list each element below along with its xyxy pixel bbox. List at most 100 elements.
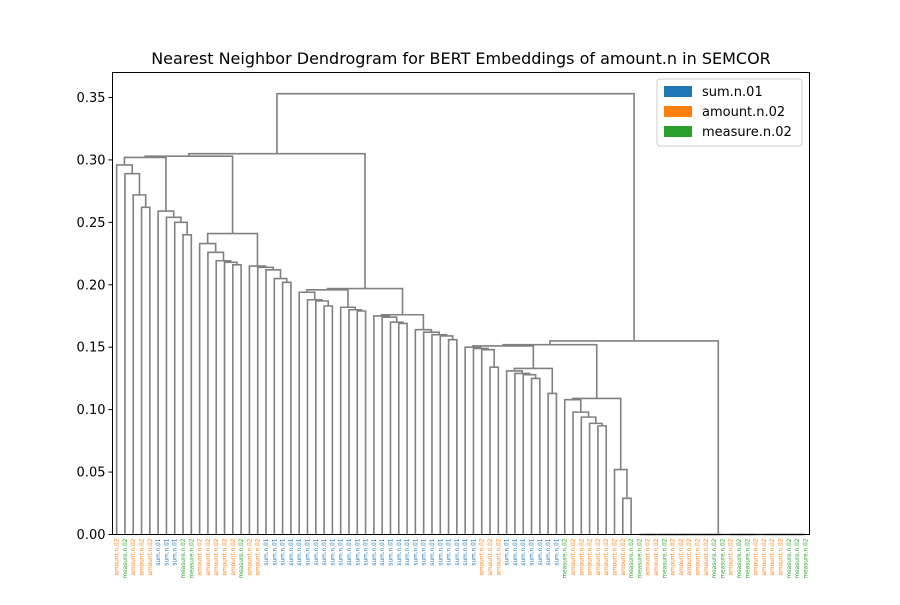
dendrogram-link — [571, 397, 622, 470]
dendrogram-link — [265, 268, 282, 535]
legend-swatch-amount — [664, 106, 692, 117]
dendrogram-link — [165, 216, 182, 535]
leaf-label: amount.n.02 — [480, 538, 486, 575]
leaf-label: amount.n.02 — [496, 538, 502, 575]
dendrogram-link — [563, 398, 582, 535]
leaf-label: amount.n.02 — [671, 538, 677, 575]
y-tick-label: 0.20 — [77, 278, 106, 293]
dendrogram-link — [588, 422, 603, 535]
dendrogram-link — [206, 232, 259, 267]
leaf-label: measure.n.02 — [563, 538, 569, 578]
leaf-label: amount.n.02 — [778, 538, 784, 575]
dendrogram-link — [597, 425, 608, 535]
dendrogram-link — [447, 338, 458, 535]
legend-label-sum: sum.n.01 — [702, 85, 763, 100]
leaf-label: amount.n.02 — [729, 538, 735, 575]
leaf-label: amount.n.02 — [588, 538, 594, 575]
leaf-label: sum.n.01 — [347, 538, 353, 565]
leaf-label: amount.n.02 — [687, 538, 693, 575]
dendrogram-link — [622, 497, 632, 535]
leaf-label: sum.n.01 — [388, 538, 394, 565]
leaf-label: amount.n.02 — [579, 538, 585, 575]
leaf-label: amount.n.02 — [131, 538, 137, 575]
dendrogram-link — [431, 333, 448, 535]
dendrogram-link — [306, 298, 323, 535]
leaf-label: measure.n.02 — [637, 538, 643, 578]
leaf-label: measure.n.02 — [720, 538, 726, 578]
plot-frame — [112, 72, 810, 535]
y-tick-label: 0.15 — [77, 341, 106, 356]
dendrogram-link — [207, 251, 225, 535]
leaf-label: measure.n.02 — [737, 538, 743, 578]
dendrogram-link — [489, 366, 500, 535]
y-tick-label: 0.10 — [77, 403, 106, 418]
leaf-label: amount.n.02 — [148, 538, 154, 575]
dendrogram-link — [414, 328, 433, 535]
chart-title: Nearest Neighbor Dendrogram for BERT Emb… — [151, 49, 771, 68]
leaf-label: sum.n.01 — [264, 538, 270, 565]
leaf-label: amount.n.02 — [140, 538, 146, 575]
leaf-label: amount.n.02 — [646, 538, 652, 575]
dendrogram-link — [356, 310, 367, 535]
leaf-label: measure.n.02 — [181, 538, 187, 578]
leaf-label: sum.n.01 — [447, 538, 453, 565]
dendrogram-link — [422, 331, 441, 535]
dendrogram-link — [464, 346, 482, 535]
leaf-label: sum.n.01 — [538, 538, 544, 565]
leaf-label: amount.n.02 — [704, 538, 710, 575]
leaf-label: measure.n.02 — [712, 538, 718, 578]
dendrogram-link — [480, 348, 495, 535]
leaf-label: sum.n.01 — [546, 538, 552, 565]
legend-swatch-sum — [664, 86, 692, 97]
dendrogram-link — [513, 367, 554, 394]
leaf-label: sum.n.01 — [397, 538, 403, 565]
leaf-label: amount.n.02 — [770, 538, 776, 575]
leaf-label: amount.n.02 — [214, 538, 220, 575]
leaf-label: sum.n.01 — [297, 538, 303, 565]
leaf-labels: amount.n.02 measure.n.02 amount.n.02 amount… — [115, 538, 810, 578]
leaf-label: amount.n.02 — [613, 538, 619, 575]
dendrogram-link — [381, 316, 398, 535]
leaf-label: sum.n.01 — [289, 538, 295, 565]
dendrogram-link — [140, 206, 151, 535]
leaf-label: sum.n.01 — [355, 538, 361, 565]
dendrogram-link — [273, 277, 288, 535]
leaf-label: amount.n.02 — [604, 538, 610, 575]
dendrogram-link — [223, 261, 238, 535]
leaf-label: amount.n.02 — [695, 538, 701, 575]
leaf-label: sum.n.01 — [505, 538, 511, 565]
leaf-label: sum.n.01 — [281, 538, 287, 565]
leaf-label: sum.n.01 — [455, 538, 461, 565]
leaf-label: sum.n.01 — [405, 538, 411, 565]
leaf-label: measure.n.02 — [795, 538, 801, 578]
leaf-label: amount.n.02 — [762, 538, 768, 575]
legend-label-amount: amount.n.02 — [702, 105, 785, 120]
dendrogram-link — [215, 259, 232, 535]
leaf-label: sum.n.01 — [173, 538, 179, 565]
leaf-label: amount.n.02 — [621, 538, 627, 575]
dendrogram-link — [173, 221, 188, 535]
leaf-label: measure.n.02 — [629, 538, 635, 578]
dendrogram-links — [115, 92, 806, 536]
legend-swatch-measure — [664, 126, 692, 137]
leaf-label: sum.n.01 — [330, 538, 336, 565]
leaf-label: amount.n.02 — [596, 538, 602, 575]
leaf-label: sum.n.01 — [364, 538, 370, 565]
dendrogram-link — [514, 372, 531, 535]
leaf-label: amount.n.02 — [115, 538, 121, 575]
leaf-label: amount.n.02 — [223, 538, 229, 575]
leaf-label: amount.n.02 — [231, 538, 237, 575]
dendrogram-link — [580, 416, 597, 535]
dendrogram-link — [198, 242, 217, 535]
dendrogram-link — [306, 288, 349, 308]
dendrogram-link — [132, 194, 147, 535]
y-axis: 0.00 0.05 0.10 0.15 0.20 0.25 0.30 0.35 — [77, 91, 113, 543]
leaf-label: amount.n.02 — [247, 538, 253, 575]
leaf-label: amount.n.02 — [571, 538, 577, 575]
legend-label-measure: measure.n.02 — [702, 125, 792, 140]
leaf-label: sum.n.01 — [380, 538, 386, 565]
y-tick-label: 0.00 — [77, 528, 106, 543]
dendrogram-link — [124, 172, 141, 535]
